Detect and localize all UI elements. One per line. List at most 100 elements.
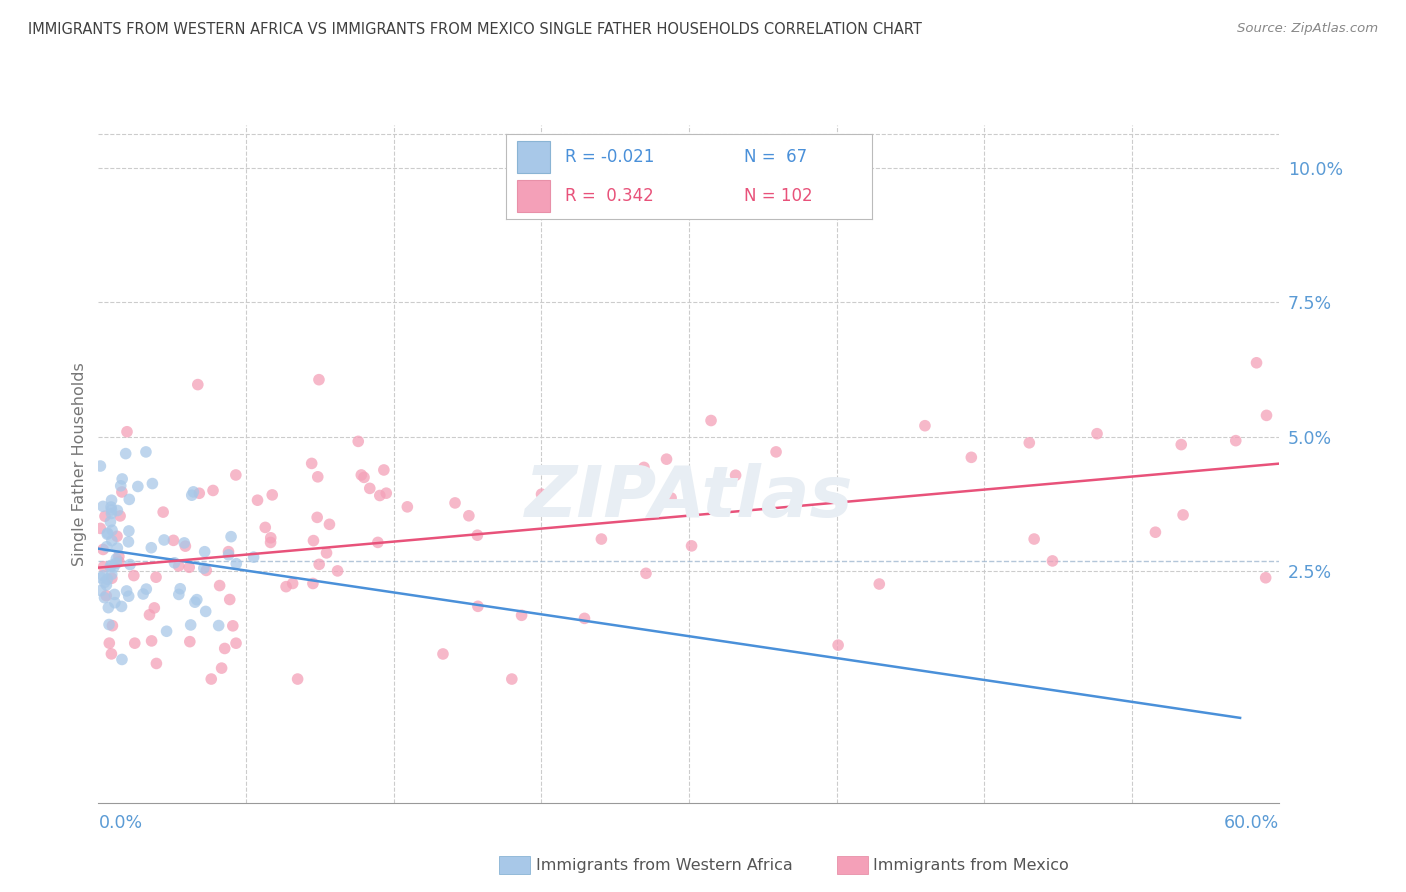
Point [97, 600, 120, 615]
Point [98, 636, 121, 650]
Point [124, 636, 146, 650]
Point [315, 546, 337, 560]
Point [208, 578, 231, 592]
Point [214, 641, 236, 656]
Text: R =  0.342: R = 0.342 [565, 186, 654, 204]
Point [120, 558, 142, 572]
Point [1170, 437, 1192, 451]
Point [118, 524, 141, 538]
Point [301, 457, 323, 471]
Point [103, 560, 125, 574]
Point [225, 557, 247, 571]
Point [218, 544, 240, 558]
Point [591, 532, 613, 546]
Point [347, 434, 370, 449]
Point [225, 467, 247, 482]
Point [183, 484, 205, 499]
Point [108, 555, 131, 569]
Point [118, 492, 141, 507]
Point [218, 592, 240, 607]
Point [302, 533, 325, 548]
Point [110, 599, 132, 614]
Point [115, 425, 138, 439]
Point [141, 541, 163, 555]
Text: IMMIGRANTS FROM WESTERN AFRICA VS IMMIGRANTS FROM MEXICO SINGLE FATHER HOUSEHOLD: IMMIGRANTS FROM WESTERN AFRICA VS IMMIGR… [28, 22, 922, 37]
Point [132, 587, 155, 601]
Point [101, 618, 124, 632]
Point [467, 528, 489, 542]
Point [96, 589, 118, 603]
Point [162, 533, 184, 548]
Point [179, 634, 201, 648]
Point [96, 578, 118, 592]
Point [501, 672, 523, 686]
Point [103, 587, 125, 601]
Point [93, 591, 115, 605]
Point [700, 413, 723, 427]
Point [262, 488, 284, 502]
Point [318, 517, 340, 532]
Point [724, 468, 747, 483]
Point [960, 450, 983, 465]
Point [93, 575, 115, 590]
Point [1256, 409, 1278, 423]
Point [180, 488, 202, 502]
Text: Source: ZipAtlas.com: Source: ZipAtlas.com [1237, 22, 1378, 36]
Point [100, 507, 122, 521]
Point [91, 500, 114, 514]
Point [242, 550, 264, 565]
Text: ZIPAtlas: ZIPAtlas [524, 463, 853, 533]
Point [186, 592, 208, 607]
Point [184, 595, 207, 609]
Point [307, 510, 329, 524]
Point [1254, 571, 1277, 585]
Point [100, 515, 122, 529]
Point [138, 607, 160, 622]
Point [135, 445, 157, 459]
Point [100, 503, 122, 517]
Point [633, 460, 655, 475]
Point [93, 559, 115, 574]
Point [195, 563, 218, 577]
Point [359, 482, 381, 496]
Point [114, 447, 136, 461]
Point [188, 486, 211, 500]
Point [574, 611, 596, 625]
Point [105, 551, 128, 566]
Text: 60.0%: 60.0% [1225, 814, 1279, 831]
Point [91, 542, 114, 557]
Point [96, 540, 118, 554]
Point [193, 561, 215, 575]
Point [350, 467, 373, 482]
Point [581, 475, 603, 490]
Point [127, 479, 149, 493]
Point [208, 618, 231, 632]
Point [308, 558, 330, 572]
Point [122, 568, 145, 582]
Point [368, 488, 391, 502]
Point [1225, 434, 1247, 448]
Point [254, 520, 277, 534]
Point [180, 618, 202, 632]
Point [173, 536, 195, 550]
Point [141, 634, 163, 648]
Point [302, 576, 325, 591]
Point [100, 500, 122, 514]
Point [353, 470, 375, 484]
Point [194, 604, 217, 618]
Point [1171, 508, 1194, 522]
Point [281, 576, 304, 591]
Point [868, 577, 890, 591]
Point [259, 535, 281, 549]
Point [117, 534, 139, 549]
Point [308, 373, 330, 387]
Point [105, 541, 128, 555]
Point [115, 583, 138, 598]
Point [111, 485, 134, 500]
Point [432, 647, 454, 661]
Point [1085, 426, 1108, 441]
Point [155, 624, 177, 639]
Point [659, 491, 682, 505]
Point [375, 486, 398, 500]
Point [97, 526, 120, 541]
